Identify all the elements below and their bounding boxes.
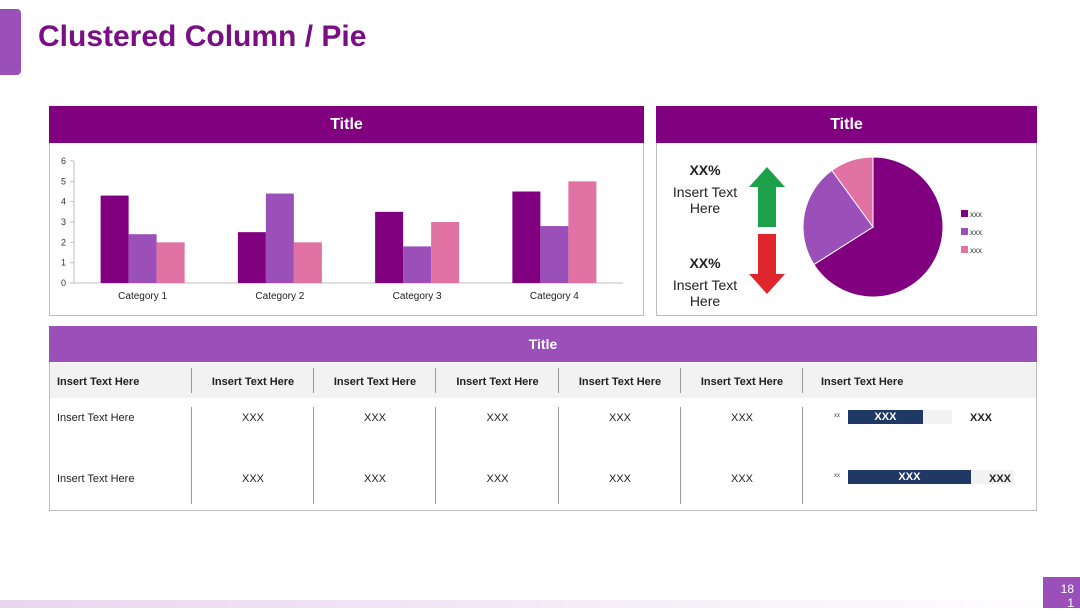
legend-label: xxx xyxy=(970,228,982,237)
y-tick-label: 5 xyxy=(61,176,66,186)
column-divider xyxy=(435,407,436,504)
column-divider xyxy=(435,368,436,393)
column-bar xyxy=(568,181,597,283)
pie-slice xyxy=(813,156,944,298)
table-header-row xyxy=(50,363,1036,398)
arrow-down-icon xyxy=(749,234,785,294)
progress-bar-value: XXX xyxy=(989,473,1012,485)
table-cell: XXX xyxy=(241,412,264,424)
data-table-panel: Title Insert Text Here Insert Text Here … xyxy=(49,326,1037,511)
column-bar xyxy=(128,234,157,283)
column-divider xyxy=(680,368,681,393)
x-tick-label: Category 4 xyxy=(530,291,579,302)
column-divider xyxy=(313,368,314,393)
x-tick-label: Category 1 xyxy=(118,291,167,302)
progress-bar-value: XXX xyxy=(970,412,993,424)
table-header-cell: Insert Text Here xyxy=(578,376,662,388)
progress-bar: XXX xyxy=(848,470,1014,484)
kpi-down-text: Insert Text Here xyxy=(672,277,738,309)
title-accent-tab xyxy=(0,9,21,75)
legend-swatch xyxy=(961,228,968,235)
column-divider xyxy=(191,407,192,504)
table-title: Title xyxy=(49,326,1037,362)
column-bar xyxy=(540,226,569,283)
column-bar xyxy=(403,246,432,283)
table-header-cell: Insert Text Here xyxy=(57,376,140,388)
table-cell: XXX xyxy=(363,473,386,485)
kpi-up-value: XX% xyxy=(689,162,721,178)
table-header-cell: Insert Text Here xyxy=(700,376,784,388)
clustered-column-chart: 0 1 2 3 4 5 6 Category 1 Category 2 Category 3 Cat… xyxy=(61,156,623,302)
x-tick-label: Category 2 xyxy=(255,291,304,302)
column-divider xyxy=(558,368,559,393)
column-divider xyxy=(313,407,314,504)
row-label: Insert Text Here xyxy=(57,412,135,424)
tiny-label: xx xyxy=(834,413,840,419)
y-tick-label: 1 xyxy=(61,258,66,268)
footer-gradient-band xyxy=(0,600,1080,608)
kpi-up-text: Insert Text Here xyxy=(672,184,738,216)
column-divider xyxy=(802,407,803,504)
pie-chart-panel: Title XX% Insert Text Here XX% Insert Te… xyxy=(656,106,1037,316)
column-chart-panel: Title 0 1 2 3 4 5 6 Category 1 Category 2 Categor… xyxy=(49,106,644,316)
progress-bar: XXX xyxy=(848,410,952,424)
y-tick-label: 0 xyxy=(61,278,66,288)
page-number: 18 1 xyxy=(1043,577,1080,610)
column-bar xyxy=(265,193,294,283)
legend-label: xxx xyxy=(970,210,982,219)
pie-chart: xxx xxx xxx xyxy=(802,156,982,298)
column-bar xyxy=(237,232,266,283)
column-bar xyxy=(431,222,460,283)
tiny-label: xx xyxy=(834,473,840,479)
pie-chart-panel-title: Title xyxy=(656,106,1037,143)
table-cell: XXX xyxy=(486,412,509,424)
progress-bar-fill: XXX xyxy=(848,470,971,484)
kpi-down: XX% Insert Text Here xyxy=(660,255,750,309)
table-cell: XXX xyxy=(730,412,753,424)
column-divider xyxy=(191,368,192,393)
column-divider xyxy=(802,368,803,393)
column-chart-panel-title: Title xyxy=(49,106,644,143)
table-cell: XXX xyxy=(241,473,264,485)
kpi-up: XX% Insert Text Here xyxy=(660,162,750,216)
y-tick-label: 3 xyxy=(61,217,66,227)
table-header-cell: Insert Text Here xyxy=(211,376,295,388)
x-tick-label: Category 3 xyxy=(393,291,442,302)
legend-swatch xyxy=(961,210,968,217)
table-cell: XXX xyxy=(363,412,386,424)
row-label: Insert Text Here xyxy=(57,473,135,485)
table-header-cell: Insert Text Here xyxy=(821,376,904,388)
progress-bar-fill: XXX xyxy=(848,410,923,424)
table-header-cell: Insert Text Here xyxy=(333,376,417,388)
page-title: Clustered Column / Pie xyxy=(38,20,367,53)
legend-label: xxx xyxy=(970,246,982,255)
pie-slice xyxy=(802,169,874,266)
table-cell: XXX xyxy=(730,473,753,485)
column-divider xyxy=(558,407,559,504)
kpi-down-value: XX% xyxy=(689,255,721,271)
column-bar xyxy=(293,242,322,283)
column-bar xyxy=(100,195,129,283)
column-bar xyxy=(512,191,541,283)
y-tick-label: 4 xyxy=(61,197,66,207)
table-cell: XXX xyxy=(608,473,631,485)
pie-slice xyxy=(831,156,874,229)
arrow-up-icon xyxy=(749,167,785,227)
column-bar xyxy=(375,211,404,283)
y-tick-label: 2 xyxy=(61,237,66,247)
legend-swatch xyxy=(961,246,968,253)
column-bar xyxy=(156,242,185,283)
y-tick-label: 6 xyxy=(61,156,66,166)
table-cell: XXX xyxy=(486,473,509,485)
table-cell: XXX xyxy=(608,412,631,424)
column-divider xyxy=(680,407,681,504)
table-header-cell: Insert Text Here xyxy=(456,376,539,388)
